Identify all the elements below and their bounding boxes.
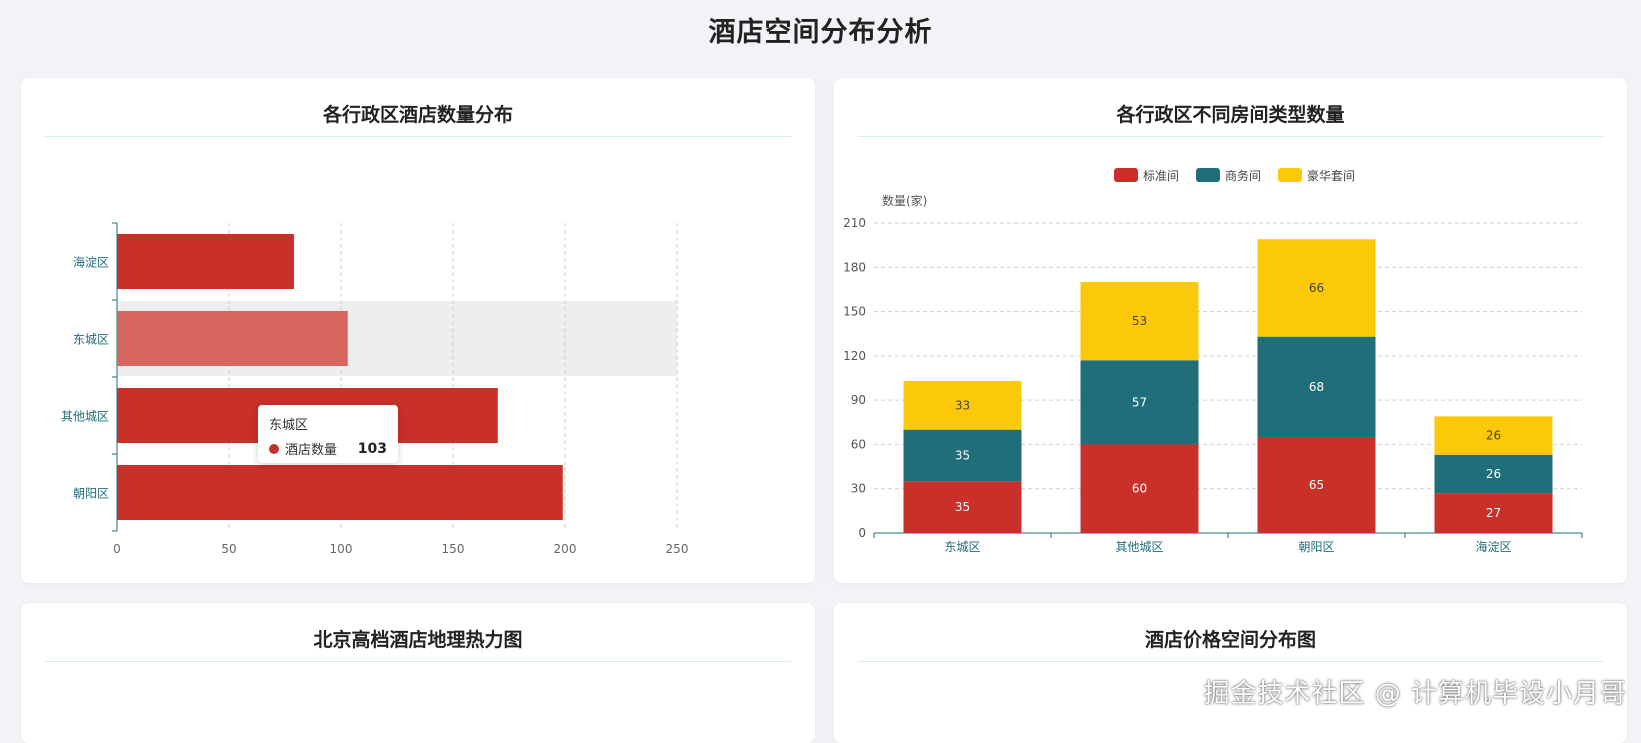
bar <box>117 234 294 289</box>
card-divider <box>45 661 791 662</box>
y-tick-label: 120 <box>843 349 866 363</box>
card-divider <box>45 136 791 137</box>
card-title: 各行政区不同房间类型数量 <box>834 100 1627 127</box>
page-title: 酒店空间分布分析 <box>0 10 1641 49</box>
tooltip-title: 东城区 <box>269 414 387 433</box>
y-tick-label: 210 <box>843 216 866 230</box>
data-label: 33 <box>955 398 970 412</box>
x-tick-label: 100 <box>330 542 353 556</box>
data-label: 57 <box>1132 395 1147 409</box>
data-label: 66 <box>1309 281 1324 295</box>
bar <box>117 311 348 366</box>
y-tick-label: 其他城区 <box>61 410 109 424</box>
x-tick-label: 150 <box>442 542 465 556</box>
data-label: 35 <box>955 449 970 463</box>
room-type-card: 各行政区不同房间类型数量 标准间 商务间 豪华套间数量(家) 0 30 60 90 120 15… <box>834 78 1627 583</box>
data-label: 26 <box>1486 429 1501 443</box>
data-label: 65 <box>1309 478 1324 492</box>
y-tick-label: 90 <box>851 393 866 407</box>
bar <box>117 465 563 520</box>
y-tick-label: 0 <box>858 526 866 540</box>
legend-label: 标准间 <box>1143 169 1179 183</box>
y-tick-label: 60 <box>851 437 866 451</box>
x-tick-label: 朝阳区 <box>1298 540 1334 554</box>
heatmap-card: 北京高档酒店地理热力图 <box>21 603 815 743</box>
y-tick-label: 150 <box>843 305 866 319</box>
x-tick-label: 50 <box>221 542 236 556</box>
card-title: 各行政区酒店数量分布 <box>21 100 815 127</box>
x-tick-label: 0 <box>113 542 121 556</box>
data-label: 60 <box>1132 482 1147 496</box>
data-label: 53 <box>1132 314 1147 328</box>
x-tick-label: 东城区 <box>944 540 980 554</box>
legend-label: 豪华套间 <box>1307 168 1355 183</box>
chart-tooltip: 东城区 酒店数量 103 <box>258 405 398 463</box>
legend-label: 商务间 <box>1225 168 1261 183</box>
x-tick-label: 250 <box>666 542 689 556</box>
card-title: 北京高档酒店地理热力图 <box>21 625 815 652</box>
tooltip-value: 103 <box>358 441 387 457</box>
data-label: 35 <box>955 500 970 514</box>
x-tick-label: 海淀区 <box>1475 539 1511 554</box>
card-title: 酒店价格空间分布图 <box>834 625 1627 652</box>
y-tick-label: 180 <box>843 260 866 274</box>
card-divider <box>858 136 1603 137</box>
tooltip-row: 酒店数量 103 <box>269 439 387 458</box>
legend-swatch <box>1278 168 1302 182</box>
y-tick-label: 海淀区 <box>73 255 109 270</box>
x-tick-label: 200 <box>554 542 577 556</box>
y-axis-title: 数量(家) <box>882 193 927 208</box>
series-dot-icon <box>269 444 279 454</box>
legend-swatch <box>1196 168 1220 182</box>
data-label: 68 <box>1309 380 1324 394</box>
card-divider <box>858 661 1603 662</box>
legend-swatch <box>1114 168 1138 182</box>
y-tick-label: 朝阳区 <box>73 487 109 501</box>
y-tick-label: 东城区 <box>73 333 109 347</box>
data-label: 26 <box>1486 467 1501 481</box>
tooltip-label: 酒店数量 <box>285 439 358 458</box>
data-label: 27 <box>1486 506 1501 520</box>
x-tick-label: 其他城区 <box>1115 540 1163 554</box>
watermark: 掘金技术社区 @ 计算机毕设小月哥 <box>1203 673 1627 710</box>
y-tick-label: 30 <box>851 482 866 496</box>
